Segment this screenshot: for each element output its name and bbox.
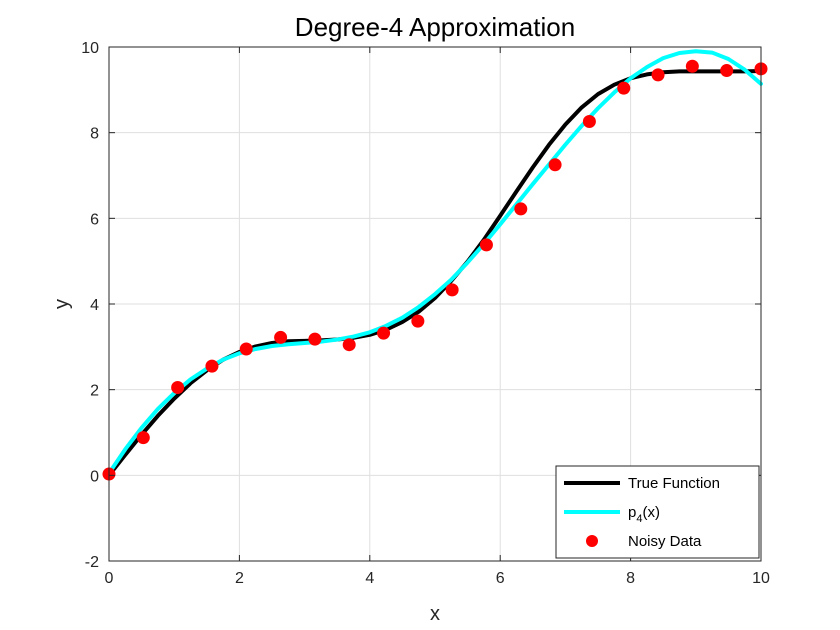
data-point-noisy-data xyxy=(685,59,699,73)
x-tick-label: 0 xyxy=(105,570,114,587)
y-tick-label: 2 xyxy=(90,383,99,400)
data-point-noisy-data xyxy=(136,431,150,445)
data-point-noisy-data xyxy=(479,238,493,252)
y-tick-label: -2 xyxy=(85,554,99,571)
data-point-noisy-data xyxy=(205,359,219,373)
legend-label-noisy-data: Noisy Data xyxy=(628,533,702,550)
legend-label-p4: p4(x) xyxy=(628,504,660,525)
legend-label-true-function: True Function xyxy=(628,475,720,492)
data-point-noisy-data xyxy=(617,81,631,95)
y-tick-label: 10 xyxy=(81,40,99,57)
tick-layer: 0 2 4 6 8 10 -2 0 2 4 6 8 10 xyxy=(81,40,770,587)
data-point-noisy-data xyxy=(342,338,356,352)
legend-swatch-noisy-data xyxy=(586,535,598,547)
data-point-noisy-data xyxy=(377,326,391,340)
data-point-noisy-data xyxy=(171,381,185,395)
y-tick-label: 4 xyxy=(90,297,99,314)
data-point-noisy-data xyxy=(411,314,425,328)
x-tick-label: 2 xyxy=(235,570,244,587)
x-tick-label: 8 xyxy=(626,570,635,587)
y-axis-label: y xyxy=(51,299,73,309)
x-tick-label: 10 xyxy=(752,570,770,587)
data-point-noisy-data xyxy=(514,202,528,216)
x-axis-label: x xyxy=(430,603,440,625)
data-point-noisy-data xyxy=(308,332,322,346)
data-point-noisy-data xyxy=(239,342,253,356)
x-tick-label: 6 xyxy=(496,570,505,587)
x-tick-label: 4 xyxy=(365,570,374,587)
legend-label-p4-sub: 4 xyxy=(636,513,642,525)
legend-label-p4-main: p xyxy=(628,504,636,521)
data-point-noisy-data xyxy=(274,330,288,344)
legend-label-p4-tail: (x) xyxy=(642,504,660,521)
legend: True Function p4(x) Noisy Data xyxy=(555,465,760,559)
y-tick-label: 8 xyxy=(90,126,99,143)
data-point-noisy-data xyxy=(720,64,734,78)
series-layer xyxy=(102,49,768,481)
chart-title: Degree-4 Approximation xyxy=(295,12,575,42)
data-point-noisy-data xyxy=(548,158,562,172)
y-tick-label: 0 xyxy=(90,468,99,485)
data-point-noisy-data xyxy=(445,283,459,297)
series-line-p-4-x xyxy=(107,49,763,476)
data-point-noisy-data xyxy=(651,68,665,82)
y-tick-label: 6 xyxy=(90,211,99,228)
data-point-noisy-data xyxy=(582,115,596,129)
